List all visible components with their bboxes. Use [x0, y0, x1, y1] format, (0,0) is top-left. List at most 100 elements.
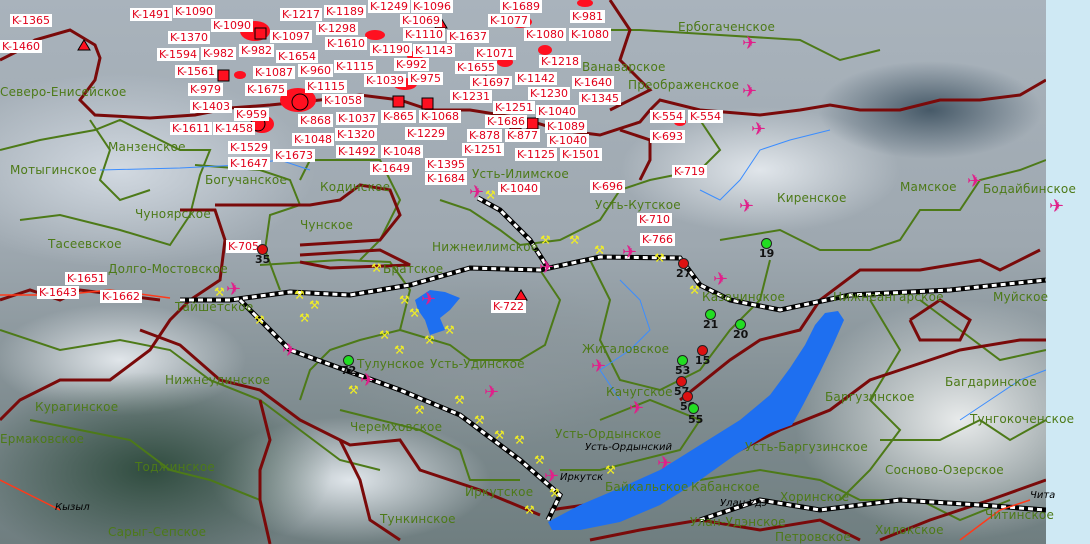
- fire-label[interactable]: K-1491: [130, 8, 173, 21]
- fire-label[interactable]: K-693: [650, 130, 686, 143]
- fire-label[interactable]: K-981: [570, 10, 606, 23]
- fire-label[interactable]: K-982: [239, 44, 275, 57]
- fire-label[interactable]: K-710: [637, 213, 673, 226]
- fire-label[interactable]: K-1654: [276, 50, 319, 63]
- fire-label[interactable]: K-865: [381, 110, 417, 123]
- airplane-icon[interactable]: ✈: [544, 466, 560, 487]
- fire-label[interactable]: K-554: [650, 110, 686, 123]
- fire-label[interactable]: K-1643: [37, 286, 80, 299]
- fire-label[interactable]: K-1675: [245, 83, 288, 96]
- fire-label[interactable]: K-1110: [403, 28, 446, 41]
- fire-label[interactable]: K-1142: [515, 72, 558, 85]
- fire-label[interactable]: K-1089: [545, 120, 588, 133]
- fire-label[interactable]: K-1611: [170, 122, 213, 135]
- airplane-icon[interactable]: ✈: [742, 81, 758, 102]
- fire-label[interactable]: K-1097: [270, 30, 313, 43]
- airplane-icon[interactable]: ✈: [657, 453, 673, 474]
- fire-label[interactable]: K-1640: [572, 76, 615, 89]
- fire-label[interactable]: K-1251: [493, 101, 536, 114]
- fire-label[interactable]: K-1048: [292, 133, 335, 146]
- fire-label[interactable]: K-1080: [569, 28, 612, 41]
- airplane-icon[interactable]: ✈: [469, 182, 485, 203]
- active-point-marker[interactable]: [705, 309, 716, 320]
- active-point-marker[interactable]: [343, 355, 354, 366]
- fire-label[interactable]: K-979: [188, 83, 224, 96]
- fire-label[interactable]: K-1686: [485, 115, 528, 128]
- fire-label[interactable]: K-1037: [336, 112, 379, 125]
- fire-label[interactable]: K-1217: [280, 8, 323, 21]
- airplane-icon[interactable]: ✈: [539, 257, 555, 278]
- active-point-marker[interactable]: [761, 238, 772, 249]
- fire-label[interactable]: K-1647: [228, 157, 271, 170]
- fire-label[interactable]: K-1655: [455, 61, 498, 74]
- airplane-icon[interactable]: ✈: [739, 196, 755, 217]
- fire-label[interactable]: K-1460: [0, 40, 43, 53]
- fire-label[interactable]: K-705: [226, 240, 262, 253]
- fire-label[interactable]: K-1561: [175, 65, 218, 78]
- inactive-point-marker[interactable]: [678, 258, 689, 269]
- fire-label[interactable]: K-1637: [447, 30, 490, 43]
- fire-label[interactable]: K-1040: [536, 105, 579, 118]
- fire-label[interactable]: K-766: [640, 233, 676, 246]
- fire-label[interactable]: K-1115: [305, 80, 348, 93]
- fire-label[interactable]: K-1040: [547, 134, 590, 147]
- fire-label[interactable]: K-1115: [334, 60, 377, 73]
- fire-label[interactable]: K-1320: [335, 128, 378, 141]
- fire-label[interactable]: K-696: [590, 180, 626, 193]
- airplane-icon[interactable]: ✈: [421, 289, 437, 310]
- fire-label[interactable]: K-1395: [425, 158, 468, 171]
- fire-label[interactable]: K-1143: [413, 44, 456, 57]
- airplane-icon[interactable]: ✈: [742, 33, 758, 54]
- active-point-marker[interactable]: [735, 319, 746, 330]
- airplane-icon[interactable]: ✈: [484, 382, 500, 403]
- airplane-icon[interactable]: ✈: [360, 370, 376, 391]
- fire-label[interactable]: K-1501: [560, 148, 603, 161]
- airplane-icon[interactable]: ✈: [1049, 196, 1065, 217]
- fire-label[interactable]: K-1039: [364, 74, 407, 87]
- fire-label[interactable]: K-960: [298, 64, 334, 77]
- fire-label[interactable]: K-1040: [498, 182, 541, 195]
- fire-label[interactable]: K-1529: [228, 141, 271, 154]
- fire-label[interactable]: K-1069: [400, 14, 443, 27]
- fire-label[interactable]: K-1231: [450, 90, 493, 103]
- fire-label[interactable]: K-982: [201, 47, 237, 60]
- fire-label[interactable]: K-1189: [324, 5, 367, 18]
- fire-label[interactable]: K-877: [505, 129, 541, 142]
- fire-label[interactable]: K-1651: [65, 272, 108, 285]
- fire-label[interactable]: K-1345: [579, 92, 622, 105]
- fire-label[interactable]: K-1689: [500, 0, 543, 13]
- fire-label[interactable]: K-1125: [515, 148, 558, 161]
- fire-label[interactable]: K-975: [408, 72, 444, 85]
- active-point-marker[interactable]: [677, 355, 688, 366]
- fire-label[interactable]: K-1370: [168, 31, 211, 44]
- fire-label[interactable]: K-1048: [381, 145, 424, 158]
- airplane-icon[interactable]: ✈: [591, 356, 607, 377]
- fire-label[interactable]: K-719: [672, 165, 708, 178]
- airplane-icon[interactable]: ✈: [967, 171, 983, 192]
- active-point-marker[interactable]: [688, 403, 699, 414]
- airplane-icon[interactable]: ✈: [622, 242, 638, 263]
- fire-label[interactable]: K-1492: [336, 145, 379, 158]
- fire-label[interactable]: K-992: [394, 58, 430, 71]
- fire-label[interactable]: K-554: [688, 110, 724, 123]
- fire-label[interactable]: K-868: [298, 114, 334, 127]
- airplane-icon[interactable]: ✈: [751, 119, 767, 140]
- fire-label[interactable]: K-1403: [190, 100, 233, 113]
- fire-label[interactable]: K-1458: [213, 122, 256, 135]
- inactive-point-marker[interactable]: [682, 391, 693, 402]
- fire-label[interactable]: K-1080: [524, 28, 567, 41]
- fire-label[interactable]: K-1249: [368, 0, 411, 13]
- fire-label[interactable]: K-1662: [100, 290, 143, 303]
- fire-label[interactable]: K-722: [491, 300, 527, 313]
- fire-label[interactable]: K-878: [467, 129, 503, 142]
- fire-label[interactable]: K-1594: [157, 48, 200, 61]
- fire-label[interactable]: K-1090: [173, 5, 216, 18]
- fire-label[interactable]: K-1697: [470, 76, 513, 89]
- fire-label[interactable]: K-1058: [322, 94, 365, 107]
- airplane-icon[interactable]: ✈: [282, 340, 298, 361]
- fire-label[interactable]: K-1298: [316, 22, 359, 35]
- fire-label[interactable]: K-1610: [325, 37, 368, 50]
- fire-label[interactable]: K-1190: [370, 43, 413, 56]
- fire-label[interactable]: K-1077: [488, 14, 531, 27]
